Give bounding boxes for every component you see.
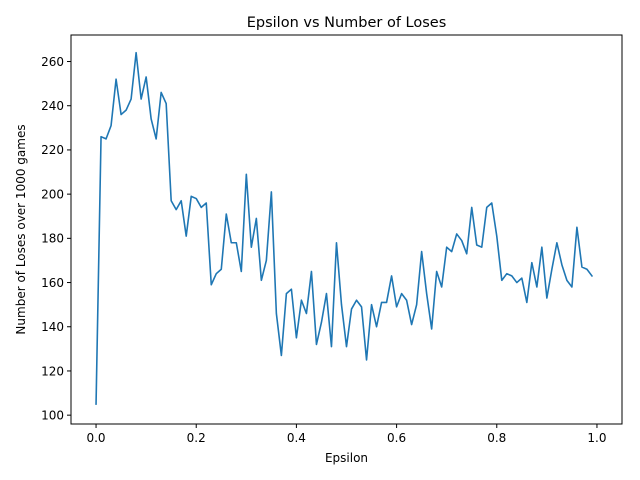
y-tick-label: 120 — [41, 364, 64, 378]
y-tick-label: 140 — [41, 320, 64, 334]
y-tick-label: 200 — [41, 187, 64, 201]
x-axis-ticks: 0.0 0.2 0.4 0.6 0.8 1.0 — [86, 424, 607, 445]
x-tick-label: 0.4 — [287, 431, 306, 445]
x-tick-label: 0.2 — [187, 431, 206, 445]
x-tick-label: 1.0 — [587, 431, 606, 445]
y-axis-label: Number of Loses over 1000 games — [14, 124, 28, 334]
plot-area — [71, 35, 622, 424]
x-axis-label: Epsilon — [325, 451, 368, 465]
x-tick-label: 0.6 — [387, 431, 406, 445]
x-tick-label: 0.0 — [86, 431, 105, 445]
y-tick-label: 180 — [41, 232, 64, 246]
y-tick-label: 160 — [41, 276, 64, 290]
y-tick-label: 100 — [41, 408, 64, 422]
y-axis-ticks: 100 120 140 160 180 200 220 240 260 — [41, 55, 71, 422]
series-line — [95, 51, 594, 405]
y-tick-label: 240 — [41, 99, 64, 113]
x-tick-label: 0.8 — [487, 431, 506, 445]
y-tick-label: 260 — [41, 55, 64, 69]
chart-title: Epsilon vs Number of Loses — [247, 15, 447, 31]
axes-frame — [70, 34, 623, 425]
series-layer — [95, 51, 594, 405]
y-tick-label: 220 — [41, 143, 64, 157]
